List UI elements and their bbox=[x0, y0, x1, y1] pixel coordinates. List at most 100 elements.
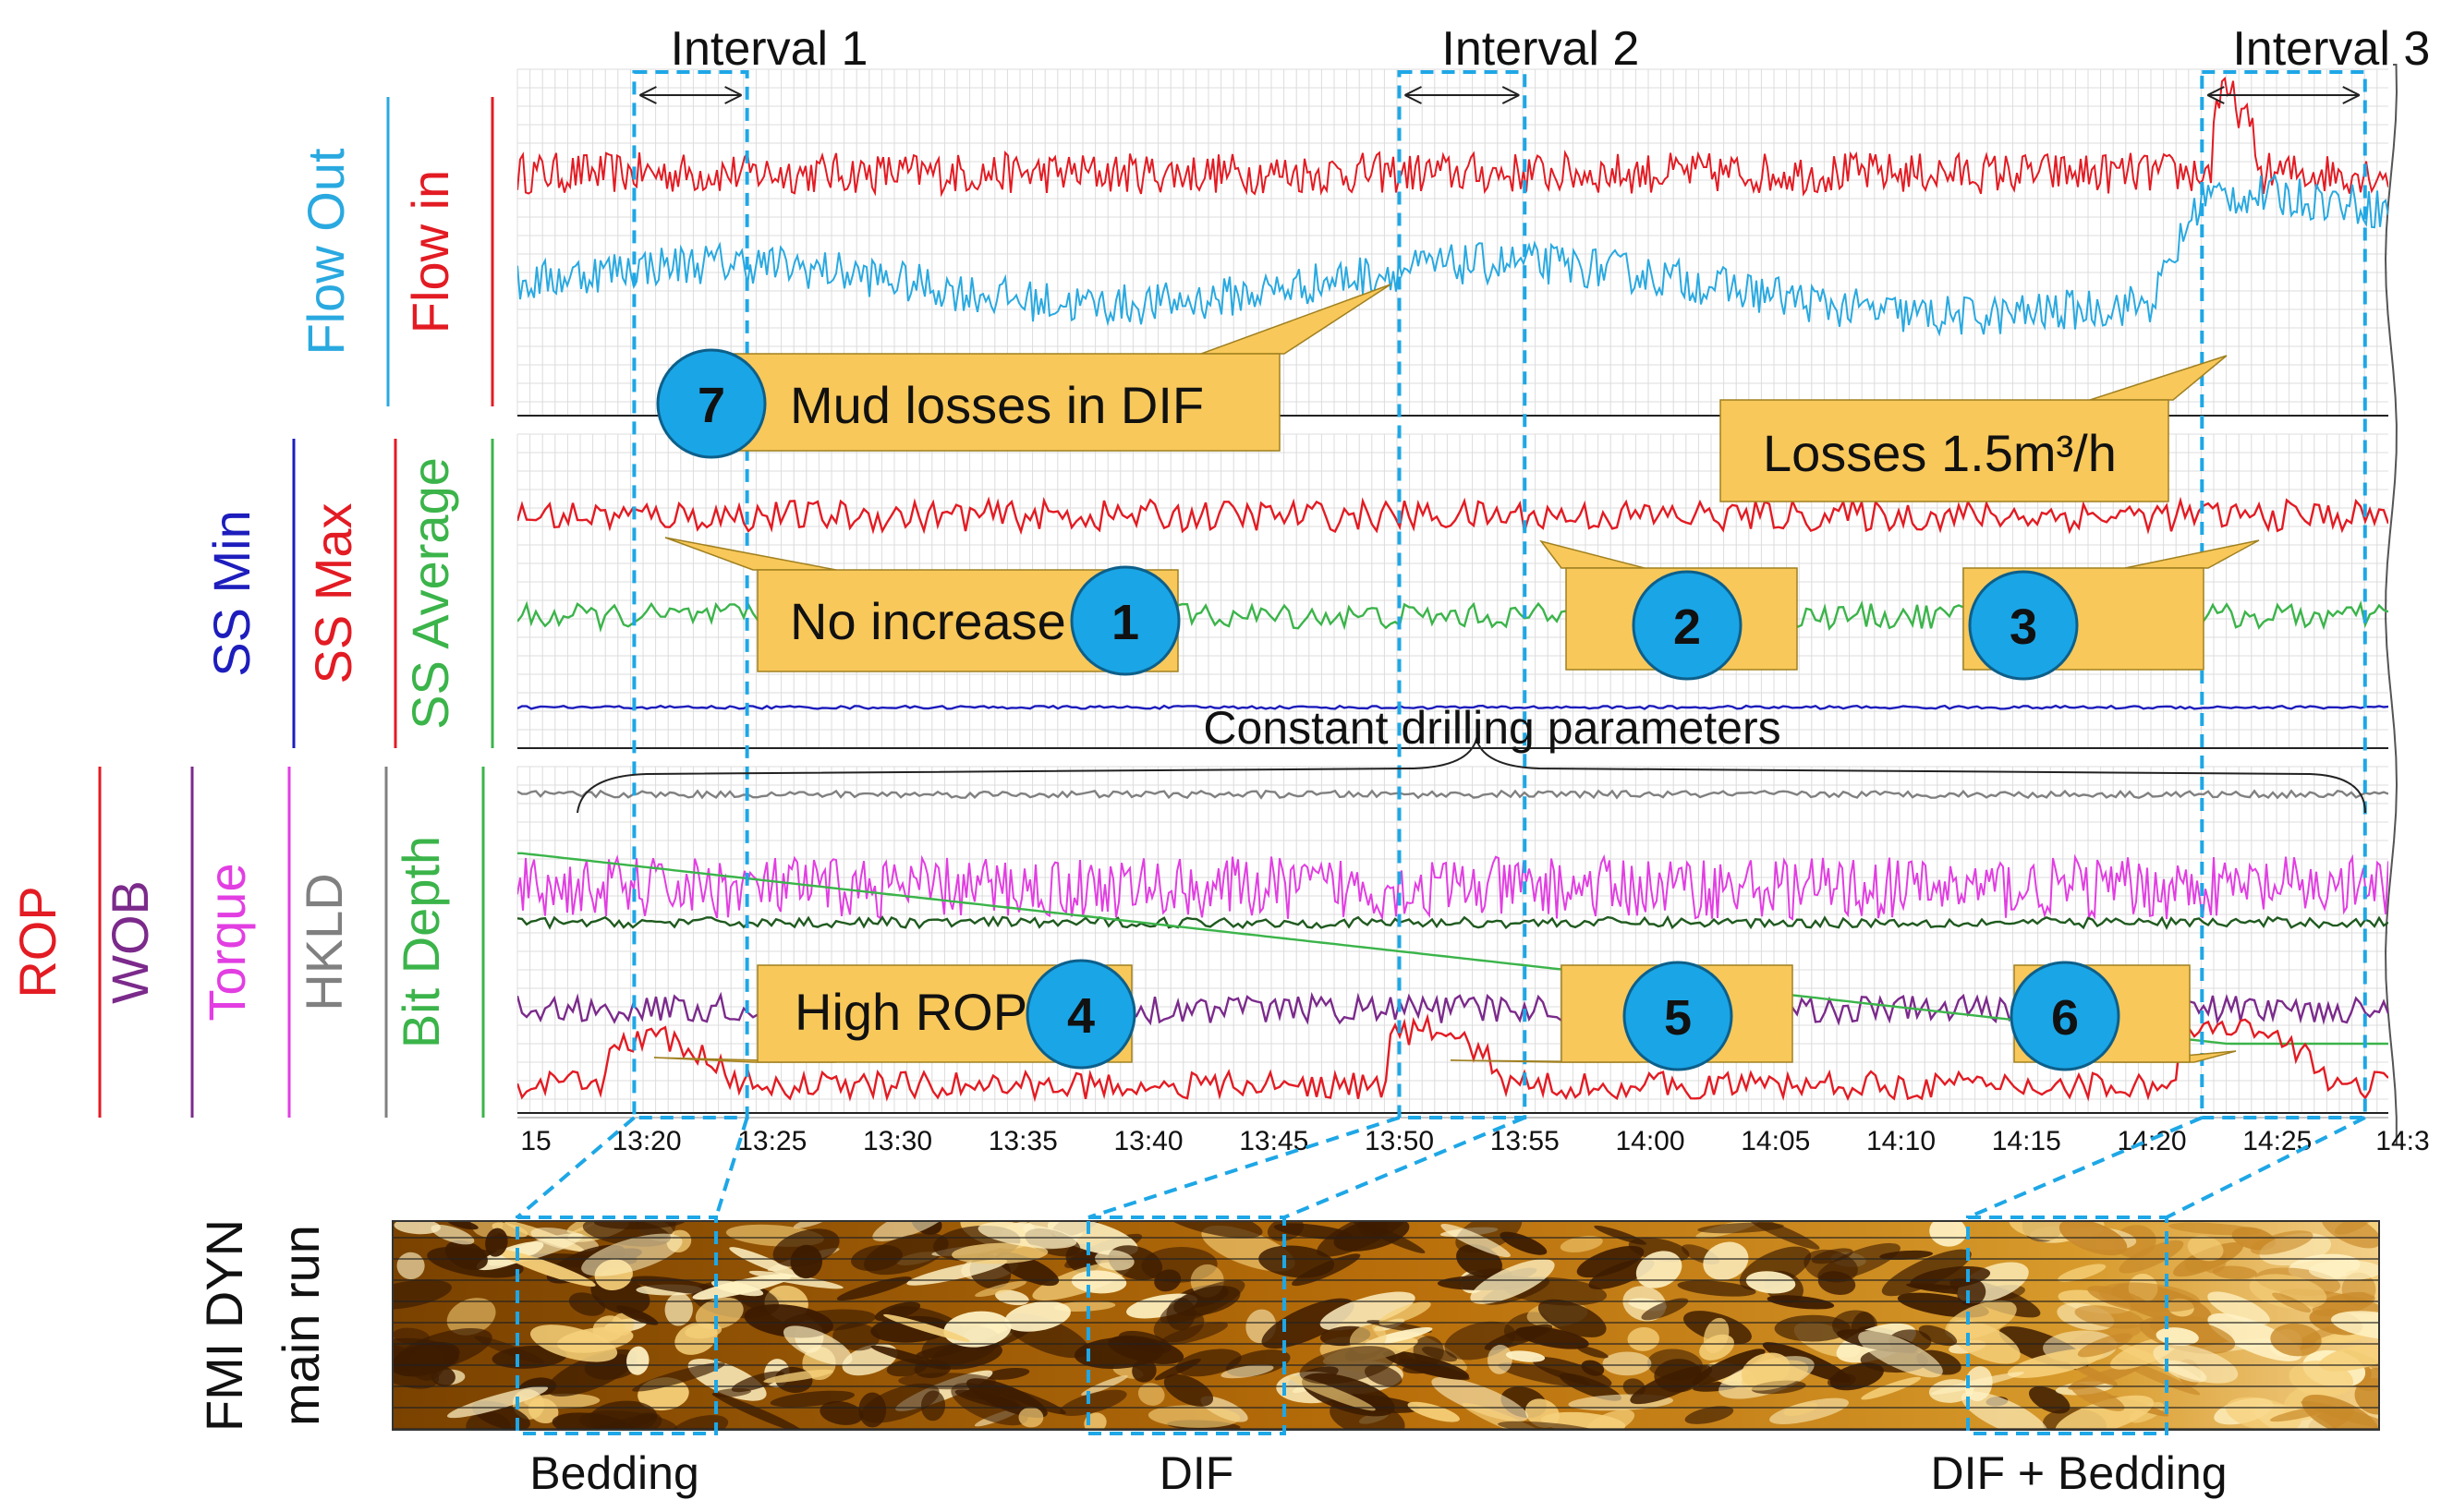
fmi-image bbox=[393, 1221, 2379, 1430]
callout-pointer bbox=[2089, 355, 2228, 401]
fmi-texture bbox=[1861, 1376, 1921, 1400]
fmi-texture bbox=[1961, 1391, 2048, 1430]
fmi-texture bbox=[2250, 1230, 2313, 1255]
fmi-label-line-2: main run bbox=[272, 1225, 330, 1426]
fmi-texture bbox=[975, 1280, 1027, 1298]
fmi-texture bbox=[770, 1390, 856, 1408]
fmi-texture bbox=[2163, 1360, 2207, 1383]
fmi-texture bbox=[431, 1224, 475, 1245]
series-line-ss-max bbox=[517, 496, 2388, 536]
fmi-texture bbox=[883, 1313, 970, 1342]
fmi-texture bbox=[394, 1221, 441, 1235]
fmi-texture bbox=[1004, 1300, 1071, 1332]
callout: High ROP 4 bbox=[653, 959, 1136, 1070]
track-labels-layer: Flow Out Flow in SS Min SS Max SS Average ROP… bbox=[8, 97, 494, 1118]
fmi-texture bbox=[1488, 1344, 1512, 1374]
callout: 5 bbox=[1450, 961, 1793, 1071]
fmi-texture bbox=[1677, 1280, 1756, 1297]
fmi-texture bbox=[1421, 1346, 1457, 1362]
x-tick-label: 14:15 bbox=[1992, 1126, 2061, 1156]
fmi-texture bbox=[1745, 1271, 1796, 1294]
fmi-texture bbox=[1333, 1221, 1410, 1252]
fmi-texture bbox=[2077, 1333, 2133, 1358]
fmi-texture bbox=[528, 1397, 559, 1424]
interval-label: Interval 3 bbox=[2232, 22, 2430, 76]
callout: Losses 1.5m³/h bbox=[1719, 355, 2228, 502]
fmi-texture bbox=[1400, 1358, 1470, 1381]
fmi-texture bbox=[2187, 1235, 2224, 1262]
fmi-texture bbox=[836, 1276, 912, 1301]
callout-number-badge bbox=[1070, 565, 1181, 676]
fmi-texture bbox=[2249, 1274, 2327, 1310]
fmi-texture bbox=[1137, 1383, 1165, 1406]
interval-connector bbox=[516, 1116, 636, 1219]
fmi-texture bbox=[986, 1367, 1030, 1380]
interval-box bbox=[632, 70, 749, 1119]
callout-text: Mud losses in DIF bbox=[790, 376, 1204, 434]
fmi-texture bbox=[2321, 1221, 2379, 1249]
fmi-texture bbox=[695, 1297, 744, 1330]
fmi-texture bbox=[1431, 1376, 1529, 1422]
fmi-texture bbox=[860, 1383, 940, 1423]
fmi-texture bbox=[2098, 1282, 2201, 1312]
track-label-flow-out: Flow Out bbox=[297, 148, 355, 355]
callout-number-badge bbox=[656, 348, 767, 459]
callout-number-badge bbox=[1968, 570, 2079, 681]
interval-box bbox=[1397, 70, 1527, 1119]
interval-arrowheads bbox=[1404, 86, 1520, 104]
fmi-texture bbox=[1594, 1225, 1647, 1245]
fmi-texture bbox=[1537, 1299, 1607, 1337]
fmi-texture bbox=[1742, 1360, 1809, 1391]
callout-number: 2 bbox=[1673, 599, 1701, 655]
fmi-texture bbox=[2308, 1260, 2379, 1281]
fmi-texture bbox=[1630, 1365, 1713, 1405]
callout-number-badge bbox=[1632, 570, 1743, 681]
fmi-texture bbox=[1498, 1362, 1590, 1387]
track-label-wob: WOB bbox=[101, 880, 159, 1004]
fmi-texture bbox=[2168, 1222, 2260, 1236]
fmi-texture bbox=[1220, 1364, 1274, 1379]
fmi-texture bbox=[951, 1383, 1028, 1426]
fmi-section-label: DIF + Bedding bbox=[1930, 1447, 2227, 1499]
fmi-texture bbox=[1957, 1278, 1986, 1307]
fmi-texture bbox=[1470, 1259, 1555, 1304]
fmi-texture bbox=[1524, 1398, 1560, 1428]
track-label-rop: ROP bbox=[8, 886, 67, 998]
callout-box bbox=[729, 353, 1281, 452]
fmi-texture bbox=[485, 1228, 508, 1257]
series-line-rop bbox=[517, 1013, 2388, 1103]
fmi-texture bbox=[1602, 1351, 1652, 1376]
fmi-texture bbox=[1148, 1405, 1241, 1428]
x-tick-label: 13:35 bbox=[989, 1126, 1058, 1156]
fmi-texture bbox=[1929, 1221, 1967, 1247]
callout: Mud losses in DIF 7 bbox=[656, 284, 1391, 459]
brace bbox=[577, 735, 2366, 814]
fmi-texture bbox=[546, 1349, 638, 1397]
fmi-interval-box bbox=[1966, 1216, 2168, 1435]
fmi-texture bbox=[2272, 1292, 2312, 1312]
brace-label: Constant drilling parameters bbox=[1203, 702, 1780, 754]
fmi-texture bbox=[2270, 1323, 2322, 1357]
fmi-texture bbox=[616, 1305, 659, 1325]
fmi-texture bbox=[2207, 1291, 2270, 1325]
x-tick-label: 15 bbox=[520, 1126, 551, 1156]
fmi-texture bbox=[763, 1369, 833, 1384]
x-tick-label: 14:05 bbox=[1741, 1126, 1810, 1156]
interval-label: Interval 1 bbox=[671, 22, 868, 76]
callout: 2 bbox=[1539, 539, 1798, 681]
x-tick-label: 14:00 bbox=[1615, 1126, 1684, 1156]
fmi-interval-box bbox=[1087, 1216, 1286, 1435]
fmi-texture bbox=[1576, 1245, 1645, 1278]
fmi-texture bbox=[1684, 1406, 1734, 1424]
fmi-texture bbox=[2058, 1264, 2107, 1282]
x-tick-label: 14:3 bbox=[2375, 1126, 2429, 1156]
fmi-texture bbox=[447, 1385, 549, 1419]
fmi-texture bbox=[1047, 1221, 1138, 1256]
fmi-texture bbox=[1774, 1314, 1851, 1342]
callout-pointer bbox=[1200, 284, 1391, 355]
fmi-texture bbox=[446, 1298, 496, 1336]
series-line-wob bbox=[517, 914, 2388, 931]
fmi-texture bbox=[906, 1259, 1008, 1286]
fmi-texture bbox=[1811, 1248, 1853, 1264]
interval-connector bbox=[1283, 1116, 1526, 1219]
